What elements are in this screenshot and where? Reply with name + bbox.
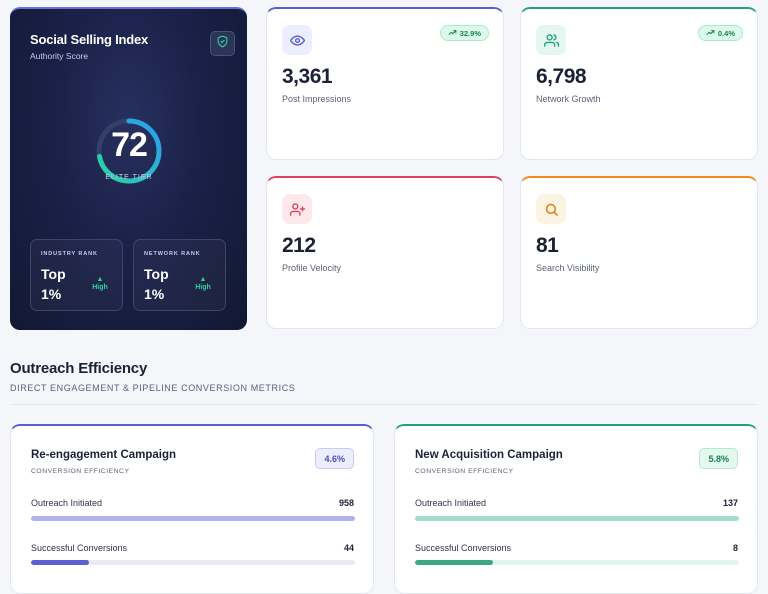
conversions-value: 8 (732, 543, 738, 553)
outreach-bar-fill (31, 516, 355, 521)
industry-rank-card: INDUSTRY RANK Top 1% ▲ High (30, 239, 123, 311)
conversions-bar-fill (31, 560, 90, 565)
industry-rank-trend: ▲ High (89, 276, 111, 291)
growth-badge: 0.4% (697, 25, 743, 41)
stat-label: Profile Velocity (282, 263, 342, 273)
section-title: Outreach Efficiency (10, 360, 148, 377)
users-icon (536, 25, 566, 55)
search-icon (536, 194, 566, 224)
stat-value: 6,798 (536, 65, 587, 88)
outreach-value: 137 (722, 498, 738, 508)
conversion-rate-badge: 4.6% (315, 448, 354, 469)
trending-up-icon (706, 28, 715, 39)
score-gauge (96, 118, 162, 184)
campaign-title: Re-engagement Campaign (31, 449, 177, 461)
shield-check-button[interactable] (210, 31, 235, 56)
gauge-arc (96, 118, 162, 184)
growth-badge: 32.9% (439, 25, 489, 41)
stat-value: 3,361 (282, 65, 333, 88)
conversions-label: Successful Conversions (415, 543, 512, 553)
network-rank-label: NETWORK RANK (144, 251, 201, 257)
trend-up-icon: ▲ (199, 276, 207, 283)
stat-card-network-growth: 0.4% 6,798 Network Growth (520, 7, 758, 160)
network-rank-value-line1: Top (144, 266, 169, 282)
outreach-bar (31, 516, 355, 521)
growth-badge-value: 0.4% (717, 28, 735, 38)
outreach-bar-fill (415, 516, 739, 521)
eye-icon (282, 25, 312, 55)
trending-up-icon (448, 28, 457, 39)
trend-up-icon: ▲ (96, 276, 104, 283)
shield-check-icon (216, 35, 229, 53)
outreach-value: 958 (338, 498, 354, 508)
industry-rank-value: Top 1% (41, 264, 81, 304)
stat-label: Network Growth (536, 94, 601, 104)
conversions-label: Successful Conversions (31, 543, 128, 553)
stat-card-post-impressions: 32.9% 3,361 Post Impressions (266, 7, 504, 160)
industry-rank-value-line1: Top (41, 266, 66, 282)
conversions-bar (31, 560, 355, 565)
growth-badge-value: 32.9% (459, 28, 481, 38)
network-rank-trend: ▲ High (192, 276, 214, 291)
conversions-bar (415, 560, 739, 565)
industry-rank-label: INDUSTRY RANK (41, 251, 98, 257)
tier-label: ELITE TIER (105, 174, 153, 181)
campaign-title: New Acquisition Campaign (415, 449, 563, 461)
network-rank-value: Top 1% (144, 264, 184, 304)
hero-subtitle: Authority Score (30, 51, 89, 61)
campaign-subtitle: CONVERSION EFFICIENCY (415, 468, 514, 475)
stat-label: Search Visibility (536, 263, 600, 273)
campaign-subtitle: CONVERSION EFFICIENCY (31, 468, 130, 475)
conversions-value: 44 (343, 543, 354, 553)
section-subtitle: DIRECT ENGAGEMENT & PIPELINE CONVERSION … (10, 383, 296, 393)
network-rank-value-line2: 1% (144, 286, 165, 302)
stat-card-profile-velocity: 212 Profile Velocity (266, 176, 504, 329)
industry-rank-trend-label: High (92, 284, 108, 291)
conversions-bar-fill (415, 560, 493, 565)
social-selling-index-card: Social Selling Index Authority Score 72 … (10, 7, 247, 330)
conversion-rate-badge: 5.8% (699, 448, 738, 469)
stat-value: 81 (536, 234, 559, 257)
outreach-bar (415, 516, 739, 521)
campaign-card-reengagement: Re-engagement Campaign CONVERSION EFFICI… (10, 424, 374, 594)
stat-value: 212 (282, 234, 316, 257)
outreach-label: Outreach Initiated (415, 498, 487, 508)
network-rank-card: NETWORK RANK Top 1% ▲ High (133, 239, 226, 311)
authority-score: 72 (111, 126, 148, 164)
stat-label: Post Impressions (282, 94, 352, 104)
stat-card-search-visibility: 81 Search Visibility (520, 176, 758, 329)
outreach-label: Outreach Initiated (31, 498, 103, 508)
hero-title: Social Selling Index (30, 32, 149, 47)
network-rank-trend-label: High (195, 284, 211, 291)
user-plus-icon (282, 194, 312, 224)
industry-rank-value-line2: 1% (41, 286, 62, 302)
campaign-card-new-acquisition: New Acquisition Campaign CONVERSION EFFI… (394, 424, 758, 594)
section-divider (10, 404, 758, 405)
